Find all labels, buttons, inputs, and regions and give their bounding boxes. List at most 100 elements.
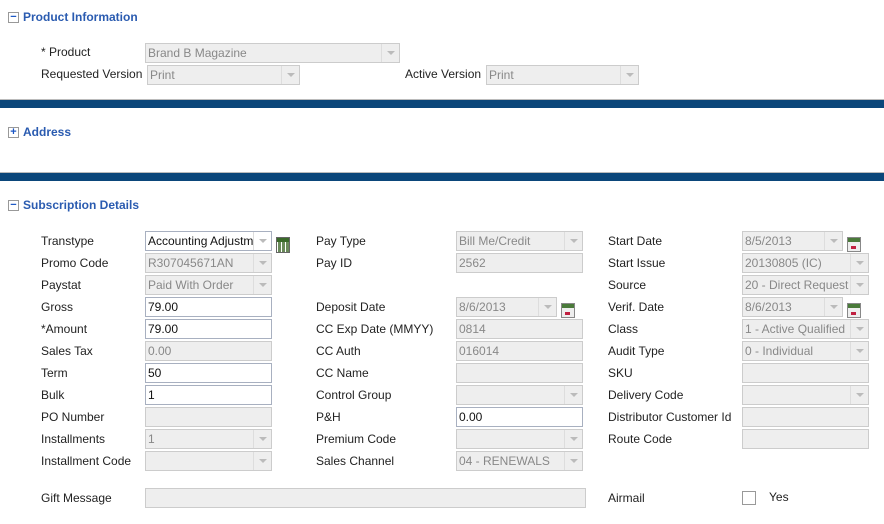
route-code-label: Route Code (608, 432, 673, 446)
term-input[interactable]: 50 (145, 363, 272, 383)
chevron-down-icon (824, 232, 842, 250)
bulk-input[interactable]: 1 (145, 385, 272, 405)
p-h-label: P&H (316, 410, 341, 424)
section-title: Product Information (23, 10, 138, 24)
amount-label: *Amount (41, 322, 88, 336)
promo-code-select[interactable]: R307045671AN (145, 253, 272, 273)
route-code-input[interactable] (742, 429, 869, 449)
chevron-down-icon (620, 66, 638, 84)
chevron-down-icon (253, 452, 271, 470)
deposit-date-label: Deposit Date (316, 300, 386, 314)
address-header[interactable]: + Address (8, 125, 71, 139)
delivery-code-select[interactable] (742, 385, 869, 405)
chevron-down-icon (824, 298, 842, 316)
control-group-select[interactable] (456, 385, 583, 405)
active-version-select[interactable]: Print (486, 65, 639, 85)
product-select[interactable]: Brand B Magazine (145, 43, 400, 63)
pay-type-label: Pay Type (316, 234, 366, 248)
cc-exp-date-mmyy-label: CC Exp Date (MMYY) (316, 322, 434, 336)
verif-date-select[interactable]: 8/6/2013 (742, 297, 843, 317)
sku-label: SKU (608, 366, 633, 380)
po-number-input[interactable] (145, 407, 272, 427)
source-label: Source (608, 278, 647, 292)
subscription-details-header[interactable]: − Subscription Details (8, 198, 139, 212)
distributor-customer-id-label: Distributor Customer Id (608, 410, 732, 424)
class-label: Class (608, 322, 639, 336)
section-divider (0, 99, 884, 108)
chevron-down-icon (564, 386, 582, 404)
term-label: Term (41, 366, 68, 380)
p-h-input[interactable]: 0.00 (456, 407, 583, 427)
distributor-customer-id-input[interactable] (742, 407, 869, 427)
audit-type-select[interactable]: 0 - Individual (742, 341, 869, 361)
transtype-label: Transtype (41, 234, 94, 248)
installment-code-select[interactable] (145, 451, 272, 471)
gift-message-label: Gift Message (41, 491, 112, 505)
installments-label: Installments (41, 432, 106, 446)
start-date-label: Start Date (608, 234, 663, 248)
paystat-label: Paystat (41, 278, 82, 292)
pay-id-input[interactable]: 2562 (456, 253, 583, 273)
source-select[interactable]: 20 - Direct Request (742, 275, 869, 295)
control-group-label: Control Group (316, 388, 392, 402)
collapse-icon[interactable]: − (8, 199, 19, 211)
section-title: Subscription Details (23, 198, 140, 212)
calendar-icon[interactable] (847, 303, 861, 318)
installments-select[interactable]: 1 (145, 429, 272, 449)
sku-input[interactable] (742, 363, 869, 383)
start-issue-select[interactable]: 20130805 (IC) (742, 253, 869, 273)
chevron-down-icon (253, 276, 271, 294)
chevron-down-icon (564, 430, 582, 448)
sales-channel-select[interactable]: 04 - RENEWALS (456, 451, 583, 471)
chevron-down-icon (850, 276, 868, 294)
cc-auth-input[interactable]: 016014 (456, 341, 583, 361)
verif-date-label: Verif. Date (608, 300, 665, 314)
start-date-select[interactable]: 8/5/2013 (742, 231, 843, 251)
chevron-down-icon (564, 452, 582, 470)
amount-input[interactable]: 79.00 (145, 319, 272, 339)
start-issue-label: Start Issue (608, 256, 666, 270)
calendar-icon[interactable] (847, 237, 861, 252)
expand-icon[interactable]: + (8, 126, 19, 138)
chevron-down-icon (850, 342, 868, 360)
chevron-down-icon (850, 320, 868, 338)
sales-tax-label: Sales Tax (41, 344, 93, 358)
collapse-icon[interactable]: − (8, 11, 19, 23)
premium-code-select[interactable] (456, 429, 583, 449)
premium-code-label: Premium Code (316, 432, 397, 446)
calculator-icon[interactable] (276, 237, 290, 253)
sales-channel-label: Sales Channel (316, 454, 395, 468)
requested-version-select[interactable]: Print (147, 65, 300, 85)
class-select[interactable]: 1 - Active Qualified (742, 319, 869, 339)
section-title: Address (23, 125, 72, 139)
cc-exp-date-mmyy-input[interactable]: 0814 (456, 319, 583, 339)
product-label: * Product (41, 45, 91, 59)
deposit-date-select[interactable]: 8/6/2013 (456, 297, 557, 317)
chevron-down-icon (253, 232, 271, 250)
airmail-checkbox[interactable] (742, 491, 756, 505)
cc-auth-label: CC Auth (316, 344, 361, 358)
chevron-down-icon (253, 430, 271, 448)
pay-type-select[interactable]: Bill Me/Credit (456, 231, 583, 251)
promo-code-label: Promo Code (41, 256, 109, 270)
bulk-label: Bulk (41, 388, 65, 402)
chevron-down-icon (253, 254, 271, 272)
chevron-down-icon (538, 298, 556, 316)
gift-message-input[interactable] (145, 488, 586, 508)
chevron-down-icon (850, 254, 868, 272)
audit-type-label: Audit Type (608, 344, 665, 358)
airmail-label: Airmail (608, 491, 645, 505)
gross-label: Gross (41, 300, 74, 314)
delivery-code-label: Delivery Code (608, 388, 684, 402)
gross-input[interactable]: 79.00 (145, 297, 272, 317)
product-information-header[interactable]: − Product Information (8, 10, 138, 24)
sales-tax-input[interactable]: 0.00 (145, 341, 272, 361)
paystat-select[interactable]: Paid With Order (145, 275, 272, 295)
cc-name-label: CC Name (316, 366, 369, 380)
section-divider (0, 172, 884, 181)
cc-name-input[interactable] (456, 363, 583, 383)
installment-code-label: Installment Code (41, 454, 132, 468)
transtype-select[interactable]: Accounting Adjustm (145, 231, 272, 251)
requested-version-label: Requested Version (41, 67, 143, 81)
calendar-icon[interactable] (561, 303, 575, 318)
